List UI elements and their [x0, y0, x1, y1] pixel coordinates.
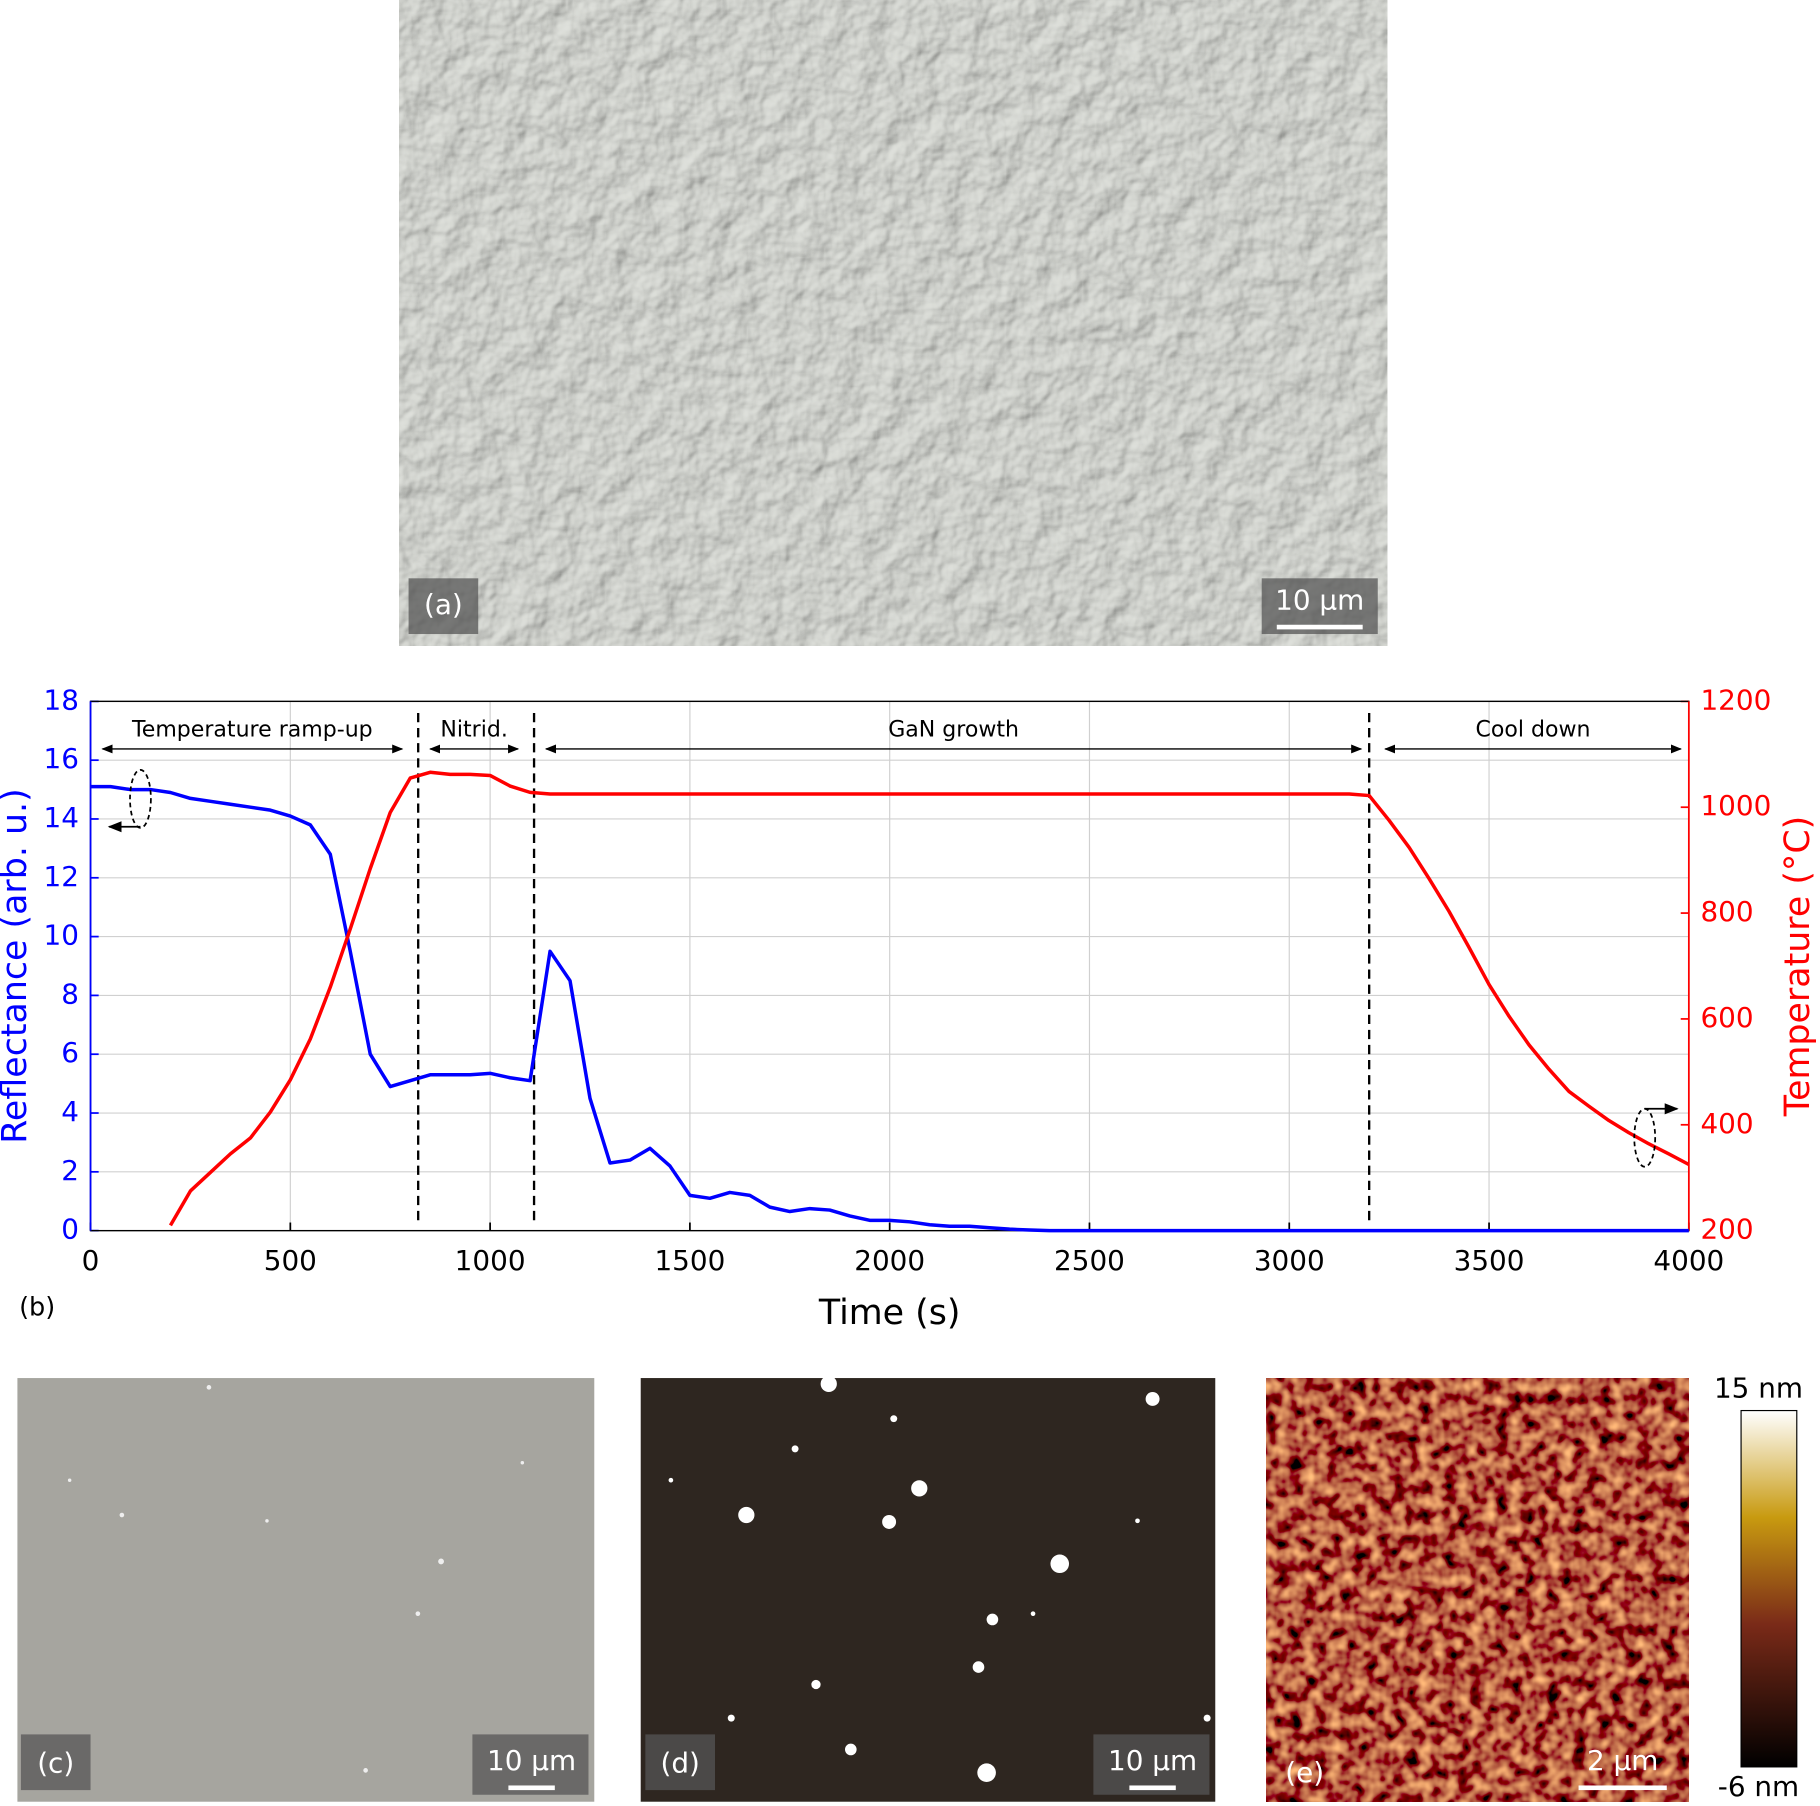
- scale-bar: [508, 1785, 555, 1791]
- panel-label: (b): [19, 1292, 55, 1322]
- x-tick-label: 2500: [1054, 1244, 1125, 1277]
- x-tick-label: 2000: [854, 1244, 925, 1277]
- y-tick-label: 10: [43, 919, 78, 952]
- afm-map: [1266, 1378, 1689, 1802]
- scale-bar-label: 10 µm: [1108, 1744, 1197, 1777]
- label-box: [645, 1734, 715, 1791]
- y-tick-label: 4: [61, 1095, 79, 1128]
- panel-a: (a) 10 µm: [399, 0, 1388, 646]
- y2-axis-label: Temperature (°C): [1778, 816, 1818, 1117]
- micrograph: [17, 1378, 595, 1802]
- phase-label: GaN growth: [888, 717, 1019, 742]
- y-tick-label: 0: [61, 1213, 79, 1246]
- scale-bar-label: 10 µm: [487, 1744, 576, 1777]
- x-tick-label: 4000: [1653, 1244, 1724, 1277]
- scale-bar-label: 10 µm: [1275, 584, 1364, 617]
- panel-label: (e): [1285, 1756, 1324, 1789]
- x-tick-label: 3500: [1454, 1244, 1525, 1277]
- series-line: [90, 784, 1689, 1233]
- label-box: [20, 1734, 91, 1791]
- defects: [668, 1375, 1211, 1782]
- panel-label: (a): [424, 588, 463, 621]
- colorbar-max: 15 nm: [1714, 1372, 1803, 1405]
- scale-box: [472, 1734, 589, 1795]
- y2-tick-label: 1200: [1700, 683, 1771, 716]
- phase-label: Nitrid.: [440, 717, 507, 742]
- y2-tick-label: 200: [1700, 1213, 1753, 1246]
- y2-tick-label: 800: [1700, 895, 1753, 928]
- y2-tick-label: 400: [1700, 1107, 1753, 1140]
- y2-tick-label: 600: [1700, 1001, 1753, 1034]
- panel-d: (d) 10 µm: [640, 1375, 1216, 1802]
- y2-tick-label: 1000: [1700, 789, 1771, 822]
- x-tick-label: 3000: [1254, 1244, 1325, 1277]
- y-tick-label: 6: [61, 1036, 79, 1069]
- x-axis-label: Time (s): [818, 1293, 961, 1333]
- defects: [67, 1385, 525, 1773]
- y-tick-label: 18: [43, 683, 78, 716]
- axis-indicator: [129, 768, 152, 829]
- micrograph: [399, 0, 1388, 646]
- panel-label: (c): [37, 1747, 74, 1780]
- scale-bar: [1129, 1785, 1176, 1791]
- panel-c: (c) 10 µm: [17, 1378, 595, 1802]
- panel-b: (b) 0 500 1000 1500 2000 2500 3000 3500 4000 0 2 4 6…: [0, 683, 1818, 1333]
- scale-bar: [1578, 1785, 1667, 1791]
- x-tick-label: 500: [264, 1244, 317, 1277]
- scale-box: [1093, 1734, 1210, 1795]
- micrograph: [640, 1378, 1216, 1802]
- colorbar: [1740, 1409, 1798, 1768]
- x-tick-label: 1000: [455, 1244, 526, 1277]
- panel-e: (e) 2 µm 15 nm -6 nm: [1266, 1372, 1803, 1803]
- phase-label: Cool down: [1476, 717, 1591, 742]
- y-tick-label: 8: [61, 977, 79, 1010]
- y-tick-label: 14: [43, 801, 78, 834]
- panel-label: (d): [660, 1747, 699, 1780]
- y-tick-label: 12: [43, 860, 78, 893]
- x-tick-label: 0: [82, 1244, 100, 1277]
- label-box: [408, 578, 479, 635]
- scale-bar: [1276, 624, 1363, 630]
- y-tick-label: 16: [43, 742, 78, 775]
- scale-bar-label: 2 µm: [1587, 1744, 1658, 1777]
- phase-label: Temperature ramp-up: [131, 717, 373, 742]
- x-tick-label: 1500: [654, 1244, 725, 1277]
- y-axis-label: Reflectance (arb. u.): [0, 788, 35, 1143]
- series-line: [168, 770, 1690, 1227]
- y-tick-label: 2: [61, 1154, 79, 1187]
- colorbar-min: -6 nm: [1718, 1770, 1799, 1802]
